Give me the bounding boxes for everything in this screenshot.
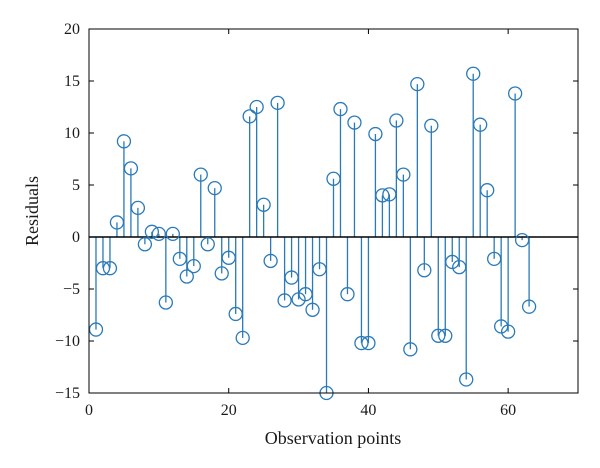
data-point bbox=[130, 200, 146, 216]
y-tick-label: 20 bbox=[64, 21, 80, 38]
data-point bbox=[193, 167, 208, 182]
x-tick-label: 0 bbox=[85, 402, 93, 419]
data-point bbox=[375, 188, 390, 203]
data-point bbox=[277, 293, 292, 308]
data-point bbox=[410, 76, 425, 92]
stem-markers bbox=[88, 66, 537, 401]
data-point bbox=[507, 86, 523, 101]
data-point bbox=[473, 117, 488, 132]
data-point bbox=[270, 95, 285, 110]
data-point bbox=[235, 330, 250, 346]
x-tick-label: 20 bbox=[221, 402, 237, 419]
data-point bbox=[500, 324, 516, 339]
data-point bbox=[221, 250, 236, 265]
data-point bbox=[109, 215, 125, 230]
data-point bbox=[144, 224, 160, 239]
y-tick-label: −5 bbox=[63, 281, 80, 298]
data-point bbox=[228, 306, 243, 322]
y-axis-label: Residuals bbox=[22, 176, 42, 246]
data-point bbox=[514, 232, 530, 248]
data-point bbox=[207, 180, 222, 196]
x-axis-label: Observation points bbox=[265, 428, 402, 448]
data-point bbox=[417, 263, 432, 278]
data-point bbox=[333, 101, 348, 117]
data-point bbox=[158, 295, 173, 310]
data-point bbox=[298, 287, 313, 302]
x-tick-label: 60 bbox=[500, 402, 516, 419]
data-point bbox=[123, 161, 139, 176]
data-point bbox=[521, 299, 537, 314]
data-point bbox=[340, 287, 355, 302]
x-tick-label: 40 bbox=[360, 402, 376, 419]
data-point bbox=[95, 261, 111, 276]
data-point bbox=[459, 372, 474, 387]
data-point bbox=[368, 126, 383, 142]
data-point bbox=[312, 262, 327, 277]
data-point bbox=[214, 266, 229, 281]
y-tick-label: −10 bbox=[55, 333, 80, 350]
x-axis-ticks: 0 20 40 60 bbox=[85, 29, 516, 419]
data-point bbox=[151, 226, 167, 242]
plot-frame bbox=[88, 28, 579, 394]
data-point bbox=[200, 237, 215, 252]
data-point bbox=[438, 328, 453, 343]
data-point bbox=[389, 113, 404, 128]
data-point bbox=[186, 258, 201, 274]
data-point bbox=[284, 270, 299, 285]
data-point bbox=[354, 335, 369, 351]
y-tick-label: 15 bbox=[64, 73, 80, 90]
data-point bbox=[165, 226, 180, 242]
data-point bbox=[326, 171, 341, 186]
data-point bbox=[172, 251, 187, 266]
y-axis-ticks: −15 −10 −5 0 5 10 15 20 bbox=[55, 21, 578, 402]
data-point bbox=[466, 66, 481, 81]
stem-lines bbox=[95, 73, 530, 393]
data-point bbox=[263, 253, 278, 269]
data-point bbox=[382, 187, 397, 202]
y-tick-label: −15 bbox=[55, 385, 80, 402]
data-point bbox=[347, 115, 362, 130]
data-point bbox=[480, 183, 495, 198]
data-point bbox=[424, 118, 439, 133]
data-point bbox=[452, 260, 467, 275]
data-point bbox=[179, 269, 194, 284]
data-point bbox=[137, 237, 153, 252]
data-point bbox=[403, 342, 418, 357]
data-point bbox=[256, 197, 271, 212]
data-point bbox=[361, 335, 376, 351]
y-tick-label: 10 bbox=[64, 125, 80, 142]
data-point bbox=[487, 251, 502, 266]
y-tick-label: 0 bbox=[72, 229, 80, 246]
y-tick-label: 5 bbox=[72, 177, 80, 194]
data-point bbox=[431, 328, 446, 343]
data-point bbox=[102, 261, 118, 276]
data-point bbox=[305, 302, 320, 317]
data-point bbox=[242, 109, 257, 124]
data-point bbox=[396, 167, 411, 182]
data-point bbox=[249, 99, 264, 115]
data-point bbox=[116, 134, 132, 149]
